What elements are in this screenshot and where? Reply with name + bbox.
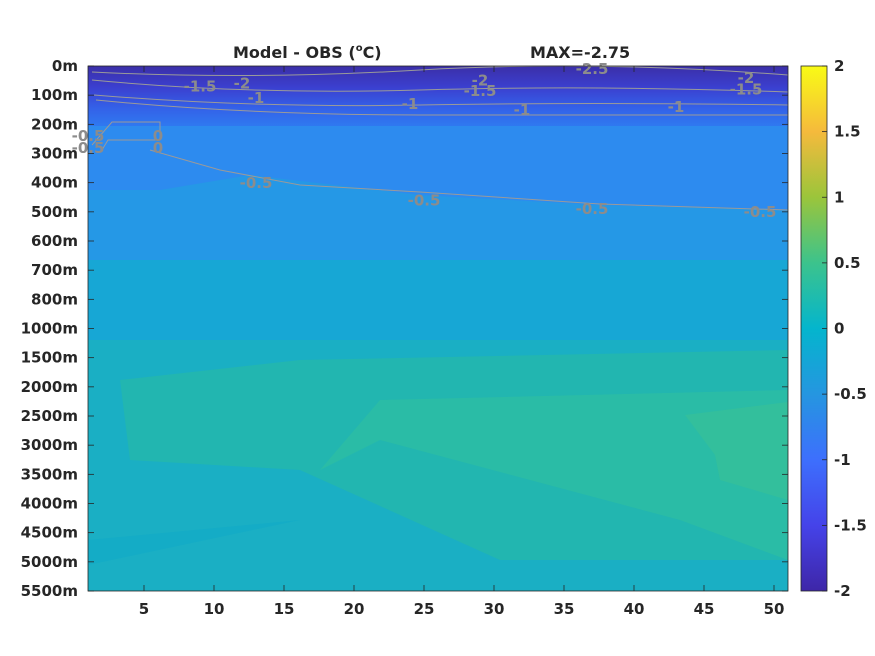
y-tick-label: 0m bbox=[52, 57, 78, 75]
y-tick-label: 200m bbox=[31, 115, 78, 133]
x-tick-label: 15 bbox=[274, 600, 295, 618]
chart-title-unit: C) bbox=[363, 43, 382, 62]
y-tick-label: 3000m bbox=[21, 436, 78, 454]
colorbar-tick-label: -1.5 bbox=[834, 516, 867, 534]
y-tick-label: 5000m bbox=[21, 553, 78, 571]
contour-label: -1 bbox=[248, 89, 265, 107]
field-cool-tongue bbox=[88, 520, 300, 565]
colorbar-tick-label: 1.5 bbox=[834, 123, 861, 141]
y-tick-label: 5500m bbox=[21, 582, 78, 600]
x-tick-label: 50 bbox=[764, 600, 785, 618]
y-tick-label: 400m bbox=[31, 174, 78, 192]
colorbar: 2 1.5 1 0.5 0 -0.5 -1 -1.5 -2 bbox=[800, 57, 867, 600]
contour-line-deep bbox=[95, 99, 788, 116]
contour-label: -2.5 bbox=[576, 60, 609, 78]
contour-label: -1 bbox=[514, 101, 531, 119]
y-tick-label: 300m bbox=[31, 145, 78, 163]
contour-label: -1.5 bbox=[730, 80, 763, 98]
colorbar-tick-label: 1 bbox=[834, 188, 844, 206]
contour-label: -0.5 bbox=[240, 174, 273, 192]
contour-label: -2 bbox=[738, 69, 755, 87]
contour-label: 0 bbox=[153, 139, 163, 157]
contour-line-top bbox=[91, 65, 789, 77]
x-tick-label: 10 bbox=[204, 600, 225, 618]
field-warm-peak bbox=[685, 402, 788, 500]
y-tick-label: 100m bbox=[31, 86, 78, 104]
y-tick-label: 800m bbox=[31, 290, 78, 308]
x-tick-label: 30 bbox=[484, 600, 505, 618]
y-tick-label: 4500m bbox=[21, 524, 78, 542]
contour-line-shallow bbox=[91, 79, 789, 93]
contour-labels: -2-1.5-1-2-1.5-2.5 -2-1.5-1 -1 -1-0.5-0.500… bbox=[72, 60, 777, 221]
contour-label: 0 bbox=[153, 127, 163, 145]
x-tick-label: 5 bbox=[139, 600, 149, 618]
y-tick-label: 2000m bbox=[21, 378, 78, 396]
field-surface-band bbox=[88, 66, 788, 126]
y-tick-label: 1500m bbox=[21, 349, 78, 367]
contour-label: -1.5 bbox=[184, 78, 217, 96]
y-axis: 0m 100m 200m 300m 400m 500m 600m 700m 800m 1000m 1… bbox=[21, 57, 788, 600]
x-tick-label: 20 bbox=[344, 600, 365, 618]
contour-label: -2 bbox=[472, 72, 489, 90]
contour-label: -2 bbox=[234, 75, 251, 93]
field-band-transition bbox=[88, 175, 788, 260]
contour-label: -0.5 bbox=[744, 203, 777, 221]
contour-label: -1 bbox=[668, 98, 685, 116]
colorbar-tick-label: 0 bbox=[834, 320, 844, 338]
colorbar-tick-label: -1 bbox=[834, 451, 851, 469]
contour-label: -0.5 bbox=[408, 191, 441, 209]
colorbar-ticks: 2 1.5 1 0.5 0 -0.5 -1 -1.5 -2 bbox=[822, 57, 867, 600]
max-value-text: MAX=-2.75 bbox=[530, 43, 630, 62]
x-axis: 5 10 15 20 25 30 35 40 45 50 bbox=[139, 66, 785, 618]
y-tick-label: 700m bbox=[31, 261, 78, 279]
contour-label: -1 bbox=[402, 95, 419, 113]
x-tick-label: 25 bbox=[414, 600, 435, 618]
y-tick-label: 1000m bbox=[21, 320, 78, 338]
colorbar-tick-label: 2 bbox=[834, 57, 844, 75]
chart-title: Model - OBS (oC) bbox=[233, 43, 382, 62]
x-tick-label: 45 bbox=[694, 600, 715, 618]
x-tick-label: 40 bbox=[624, 600, 645, 618]
contour-line-zero bbox=[91, 121, 161, 151]
contour-line-half bbox=[149, 149, 789, 211]
y-tick-label: 3500m bbox=[21, 465, 78, 483]
y-tick-label: 4000m bbox=[21, 495, 78, 513]
field-warm-core bbox=[320, 390, 788, 560]
y-tick-label: 2500m bbox=[21, 407, 78, 425]
contour-label: -0.5 bbox=[576, 200, 609, 218]
contour-label: -1.5 bbox=[464, 82, 497, 100]
contour-line-mid bbox=[93, 94, 789, 107]
x-tick-label: 35 bbox=[554, 600, 575, 618]
y-tick-label: 600m bbox=[31, 232, 78, 250]
colorbar-tick-label: -2 bbox=[834, 582, 851, 600]
colorbar-tick-label: 0.5 bbox=[834, 254, 861, 272]
y-tick-label: 500m bbox=[31, 203, 78, 221]
chart-title-text: Model - OBS ( bbox=[233, 43, 356, 62]
plot-area: -2-1.5-1-2-1.5-2.5 -2-1.5-1 -1 -1-0.5-0.500… bbox=[72, 60, 789, 591]
chart-title-degree: o bbox=[356, 43, 363, 54]
colorbar-tick-label: -0.5 bbox=[834, 385, 867, 403]
